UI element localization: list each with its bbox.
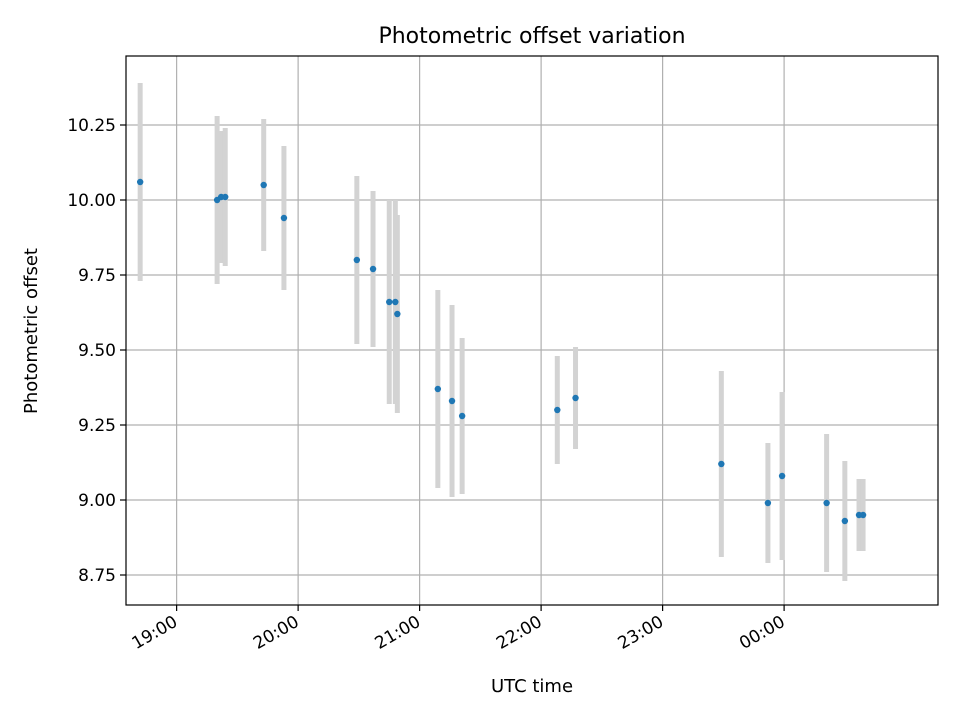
y-tick-label: 8.75	[78, 566, 116, 586]
x-axis-label: UTC time	[491, 676, 573, 697]
data-point	[458, 412, 466, 420]
data-point	[392, 298, 399, 306]
data-point	[859, 511, 867, 519]
data-point	[260, 181, 267, 189]
data-point	[718, 460, 725, 468]
y-tick-label: 9.00	[78, 491, 116, 511]
y-tick-label: 10.25	[67, 116, 116, 136]
data-point	[572, 394, 579, 402]
y-tick-label: 9.50	[78, 341, 116, 361]
y-axis-label: Photometric offset	[21, 248, 42, 414]
data-point	[778, 472, 786, 480]
plot-area-frame	[125, 55, 939, 606]
data-point	[394, 310, 401, 318]
data-point	[353, 256, 361, 264]
y-tick-label: 9.25	[78, 416, 116, 436]
data-points	[136, 178, 867, 525]
data-point	[554, 406, 561, 414]
data-point	[841, 517, 849, 525]
chart-title: Photometric offset variation	[378, 24, 685, 49]
data-point	[280, 214, 288, 222]
data-point	[369, 265, 377, 273]
y-tick-label: 9.75	[78, 266, 116, 286]
data-point	[136, 178, 144, 186]
data-point	[764, 499, 772, 507]
data-point	[386, 298, 393, 306]
data-point	[823, 499, 830, 507]
data-point	[448, 397, 456, 405]
data-point	[434, 385, 442, 393]
data-point	[222, 193, 229, 201]
y-tick-label: 10.00	[67, 191, 116, 211]
